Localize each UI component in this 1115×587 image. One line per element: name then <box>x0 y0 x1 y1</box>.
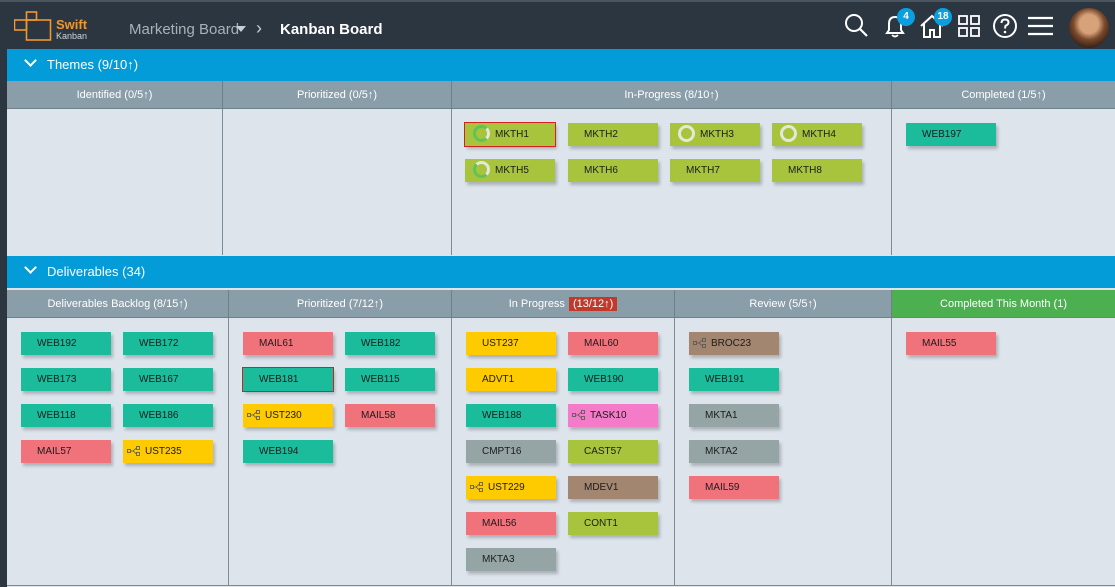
card-web181[interactable]: WEB181 <box>242 367 334 392</box>
hierarchy-icon <box>572 410 585 421</box>
help-icon <box>993 14 1017 38</box>
card-mkta2[interactable]: MKTA2 <box>689 440 779 463</box>
column-header-review[interactable]: Review (5/5↑) <box>675 290 892 318</box>
hierarchy-icon <box>127 446 140 457</box>
card-cmpt16[interactable]: CMPT16 <box>466 440 556 463</box>
menu-button[interactable] <box>1026 12 1054 40</box>
card-web115[interactable]: WEB115 <box>345 368 435 391</box>
card-mkth8[interactable]: MKTH8 <box>772 159 862 182</box>
card-ust229[interactable]: UST229 <box>466 476 556 499</box>
hamburger-menu-icon <box>1028 16 1053 36</box>
chevron-down-icon[interactable] <box>24 261 37 274</box>
card-advt1[interactable]: ADVT1 <box>466 368 556 391</box>
column-header-completed-this-month[interactable]: Completed This Month (1) <box>892 290 1115 318</box>
lane-title-deliverables: Deliverables (34) <box>47 264 146 279</box>
home-button[interactable]: 18 <box>918 8 952 40</box>
card-mkth4[interactable]: MKTH4 <box>772 123 862 146</box>
card-mkth2[interactable]: MKTH2 <box>568 123 658 146</box>
column-completed-this-month: MAIL55 <box>892 318 1115 586</box>
home-badge: 18 <box>934 8 952 26</box>
card-mail60[interactable]: MAIL60 <box>568 332 658 355</box>
logo-text-swift: Swift <box>56 17 88 32</box>
progress-ring-icon <box>473 124 490 142</box>
kanban-board: Themes (9/10↑) Identified (0/5↑) Priorit… <box>7 49 1115 587</box>
card-web118[interactable]: WEB118 <box>21 404 111 427</box>
column-themes-prioritized <box>223 109 452 255</box>
lane-header-deliverables[interactable]: Deliverables (34) <box>7 256 1115 288</box>
card-web182[interactable]: WEB182 <box>345 332 435 355</box>
card-mail56[interactable]: MAIL56 <box>466 512 556 535</box>
card-mail57[interactable]: MAIL57 <box>21 440 111 463</box>
search-icon <box>845 14 868 37</box>
column-header-themes-prioritized[interactable]: Prioritized (0/5↑) <box>223 81 452 109</box>
card-web173[interactable]: WEB173 <box>21 368 111 391</box>
card-mail55[interactable]: MAIL55 <box>906 332 996 355</box>
column-header-in-progress[interactable]: In Progress (13/12↑) <box>452 290 675 318</box>
card-mkth5[interactable]: MKTH5 <box>465 159 555 182</box>
breadcrumb-board-selector[interactable]: Marketing Board <box>129 21 240 38</box>
card-web194[interactable]: WEB194 <box>243 440 333 463</box>
column-in-progress: UST237 MAIL60 ADVT1 WEB190 WEB188 TASK10… <box>452 318 675 586</box>
card-ust235[interactable]: UST235 <box>123 440 213 463</box>
column-prioritized: MAIL61 WEB182 WEB181 WEB115 UST230 MAIL5… <box>229 318 452 586</box>
card-web197[interactable]: WEB197 <box>906 123 996 146</box>
chevron-right-icon: › <box>256 18 262 38</box>
card-web167[interactable]: WEB167 <box>123 368 213 391</box>
lane-header-themes[interactable]: Themes (9/10↑) <box>7 49 1115 81</box>
progress-ring-icon <box>678 124 695 142</box>
progress-ring-icon <box>473 160 490 178</box>
card-web192[interactable]: WEB192 <box>21 332 111 355</box>
card-mkth3[interactable]: MKTH3 <box>670 123 760 146</box>
user-avatar[interactable] <box>1069 8 1109 48</box>
hierarchy-icon <box>470 482 483 493</box>
card-web190[interactable]: WEB190 <box>568 368 658 391</box>
caret-down-icon[interactable] <box>236 26 246 32</box>
logo-text-kanban: Kanban <box>56 31 88 41</box>
apps-grid-button[interactable] <box>955 12 983 40</box>
top-bar: Swift Kanban Marketing Board › Kanban Bo… <box>0 0 1115 49</box>
column-identified <box>7 109 223 255</box>
grid-icon <box>958 15 980 37</box>
notifications-button[interactable]: 4 <box>881 8 915 40</box>
card-mkth1[interactable]: MKTH1 <box>464 122 556 147</box>
card-ust230[interactable]: UST230 <box>243 404 333 427</box>
card-web186[interactable]: WEB186 <box>123 404 213 427</box>
card-ust237[interactable]: UST237 <box>466 332 556 355</box>
card-broc23[interactable]: BROC23 <box>689 332 779 355</box>
column-header-prioritized[interactable]: Prioritized (7/12↑) <box>229 290 452 318</box>
card-web191[interactable]: WEB191 <box>689 368 779 391</box>
chevron-down-icon[interactable] <box>24 54 37 67</box>
card-mkta1[interactable]: MKTA1 <box>689 404 779 427</box>
wip-limit-exceeded-badge: (13/12↑) <box>568 297 618 311</box>
card-mkth7[interactable]: MKTH7 <box>670 159 760 182</box>
help-button[interactable] <box>991 12 1019 40</box>
hierarchy-icon <box>693 338 706 349</box>
card-mail61[interactable]: MAIL61 <box>243 332 333 355</box>
notifications-badge: 4 <box>897 8 915 26</box>
column-header-themes-in-progress[interactable]: In-Progress (8/10↑) <box>452 81 892 109</box>
column-themes-completed: WEB197 <box>892 109 1115 255</box>
card-cont1[interactable]: CONT1 <box>568 512 658 535</box>
card-mdev1[interactable]: MDEV1 <box>568 476 658 499</box>
swift-kanban-logo-icon[interactable] <box>14 10 94 42</box>
column-backlog: WEB192 WEB172 WEB173 WEB167 WEB118 WEB18… <box>7 318 229 586</box>
column-header-themes-completed[interactable]: Completed (1/5↑) <box>892 81 1115 109</box>
column-header-backlog[interactable]: Deliverables Backlog (8/15↑) <box>7 290 229 318</box>
page-title: Kanban Board <box>280 21 383 38</box>
lane-title-themes: Themes (9/10↑) <box>47 57 139 72</box>
card-mkth6[interactable]: MKTH6 <box>568 159 658 182</box>
card-task10[interactable]: TASK10 <box>568 404 658 427</box>
card-mail59[interactable]: MAIL59 <box>689 476 779 499</box>
column-header-identified[interactable]: Identified (0/5↑) <box>7 81 223 109</box>
hierarchy-icon <box>247 410 260 421</box>
column-review: BROC23 WEB191 MKTA1 MKTA2 MAIL59 <box>675 318 892 586</box>
progress-ring-icon <box>780 124 797 142</box>
card-cast57[interactable]: CAST57 <box>568 440 658 463</box>
card-mkta3[interactable]: MKTA3 <box>466 548 556 571</box>
search-button[interactable] <box>843 12 871 40</box>
column-themes-in-progress: MKTH1 MKTH2 MKTH3 MKTH4 MKTH5 MKTH6 MKTH… <box>452 109 892 255</box>
card-web172[interactable]: WEB172 <box>123 332 213 355</box>
card-web188[interactable]: WEB188 <box>466 404 556 427</box>
card-mail58[interactable]: MAIL58 <box>345 404 435 427</box>
